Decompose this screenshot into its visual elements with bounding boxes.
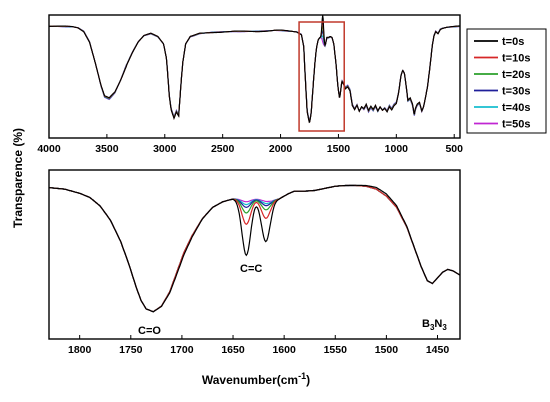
legend: t=0s t=10s t=20s t=30s t=40s t=50s xyxy=(466,28,547,134)
bottom-x-ticks: 1800 1750 1700 1650 1600 1550 1500 1450 xyxy=(68,335,449,356)
annotation-vinyl: C=C xyxy=(240,263,262,275)
legend-label: t=0s xyxy=(502,36,524,48)
top-plot-frame xyxy=(48,14,461,139)
top-series-line-0 xyxy=(49,15,460,124)
top-series-line-4 xyxy=(49,25,460,123)
top-series-group xyxy=(49,15,460,124)
legend-label: t=20s xyxy=(502,69,530,81)
top-x-ticks: 4000 3500 3000 2500 2000 1500 1000 500 xyxy=(37,134,463,155)
top-tick-label: 3500 xyxy=(95,143,119,155)
top-tick-label: 500 xyxy=(445,143,463,155)
top-series-line-5 xyxy=(49,25,460,122)
legend-label: t=30s xyxy=(502,86,530,98)
top-tick-label: 4000 xyxy=(37,143,61,155)
top-tick-label: 2500 xyxy=(211,143,235,155)
x-axis-title: Wavenumber(cm-1) xyxy=(202,371,310,387)
bottom-panel: 1800 1750 1700 1650 1600 1550 1500 1450 C=O C=C… xyxy=(48,169,461,356)
top-tick-label: 1500 xyxy=(327,143,351,155)
bottom-series-group xyxy=(49,184,460,313)
legend-label: t=50s xyxy=(502,119,530,131)
highlight-box xyxy=(298,21,345,132)
bottom-tick-label: 1700 xyxy=(170,344,194,356)
bottom-series-line-0 xyxy=(49,184,460,313)
top-series-line-2 xyxy=(49,25,460,123)
top-panel: 4000 3500 3000 2500 2000 1500 1000 500 xyxy=(37,14,463,155)
annotation-triazine: B3N3 xyxy=(422,318,447,332)
y-axis-title: Transparence (%) xyxy=(11,128,25,228)
bottom-tick-label: 1550 xyxy=(324,344,348,356)
legend-label: t=10s xyxy=(502,53,530,65)
top-tick-label: 1000 xyxy=(385,143,409,155)
top-tick-label: 2000 xyxy=(269,143,293,155)
bottom-plot-frame xyxy=(48,169,461,340)
bottom-tick-label: 1650 xyxy=(221,344,245,356)
bottom-series-line-1 xyxy=(49,184,460,313)
bottom-tick-label: 1750 xyxy=(119,344,143,356)
bottom-tick-label: 1800 xyxy=(68,344,92,356)
bottom-tick-label: 1450 xyxy=(426,344,450,356)
bottom-tick-label: 1600 xyxy=(272,344,296,356)
annotation-carbonyl: C=O xyxy=(138,325,161,337)
top-series-line-3 xyxy=(49,25,460,123)
bottom-tick-label: 1500 xyxy=(375,344,399,356)
top-tick-label: 3000 xyxy=(153,143,177,155)
legend-label: t=40s xyxy=(502,102,530,114)
top-series-line-1 xyxy=(49,20,460,123)
legend-box xyxy=(466,28,547,134)
